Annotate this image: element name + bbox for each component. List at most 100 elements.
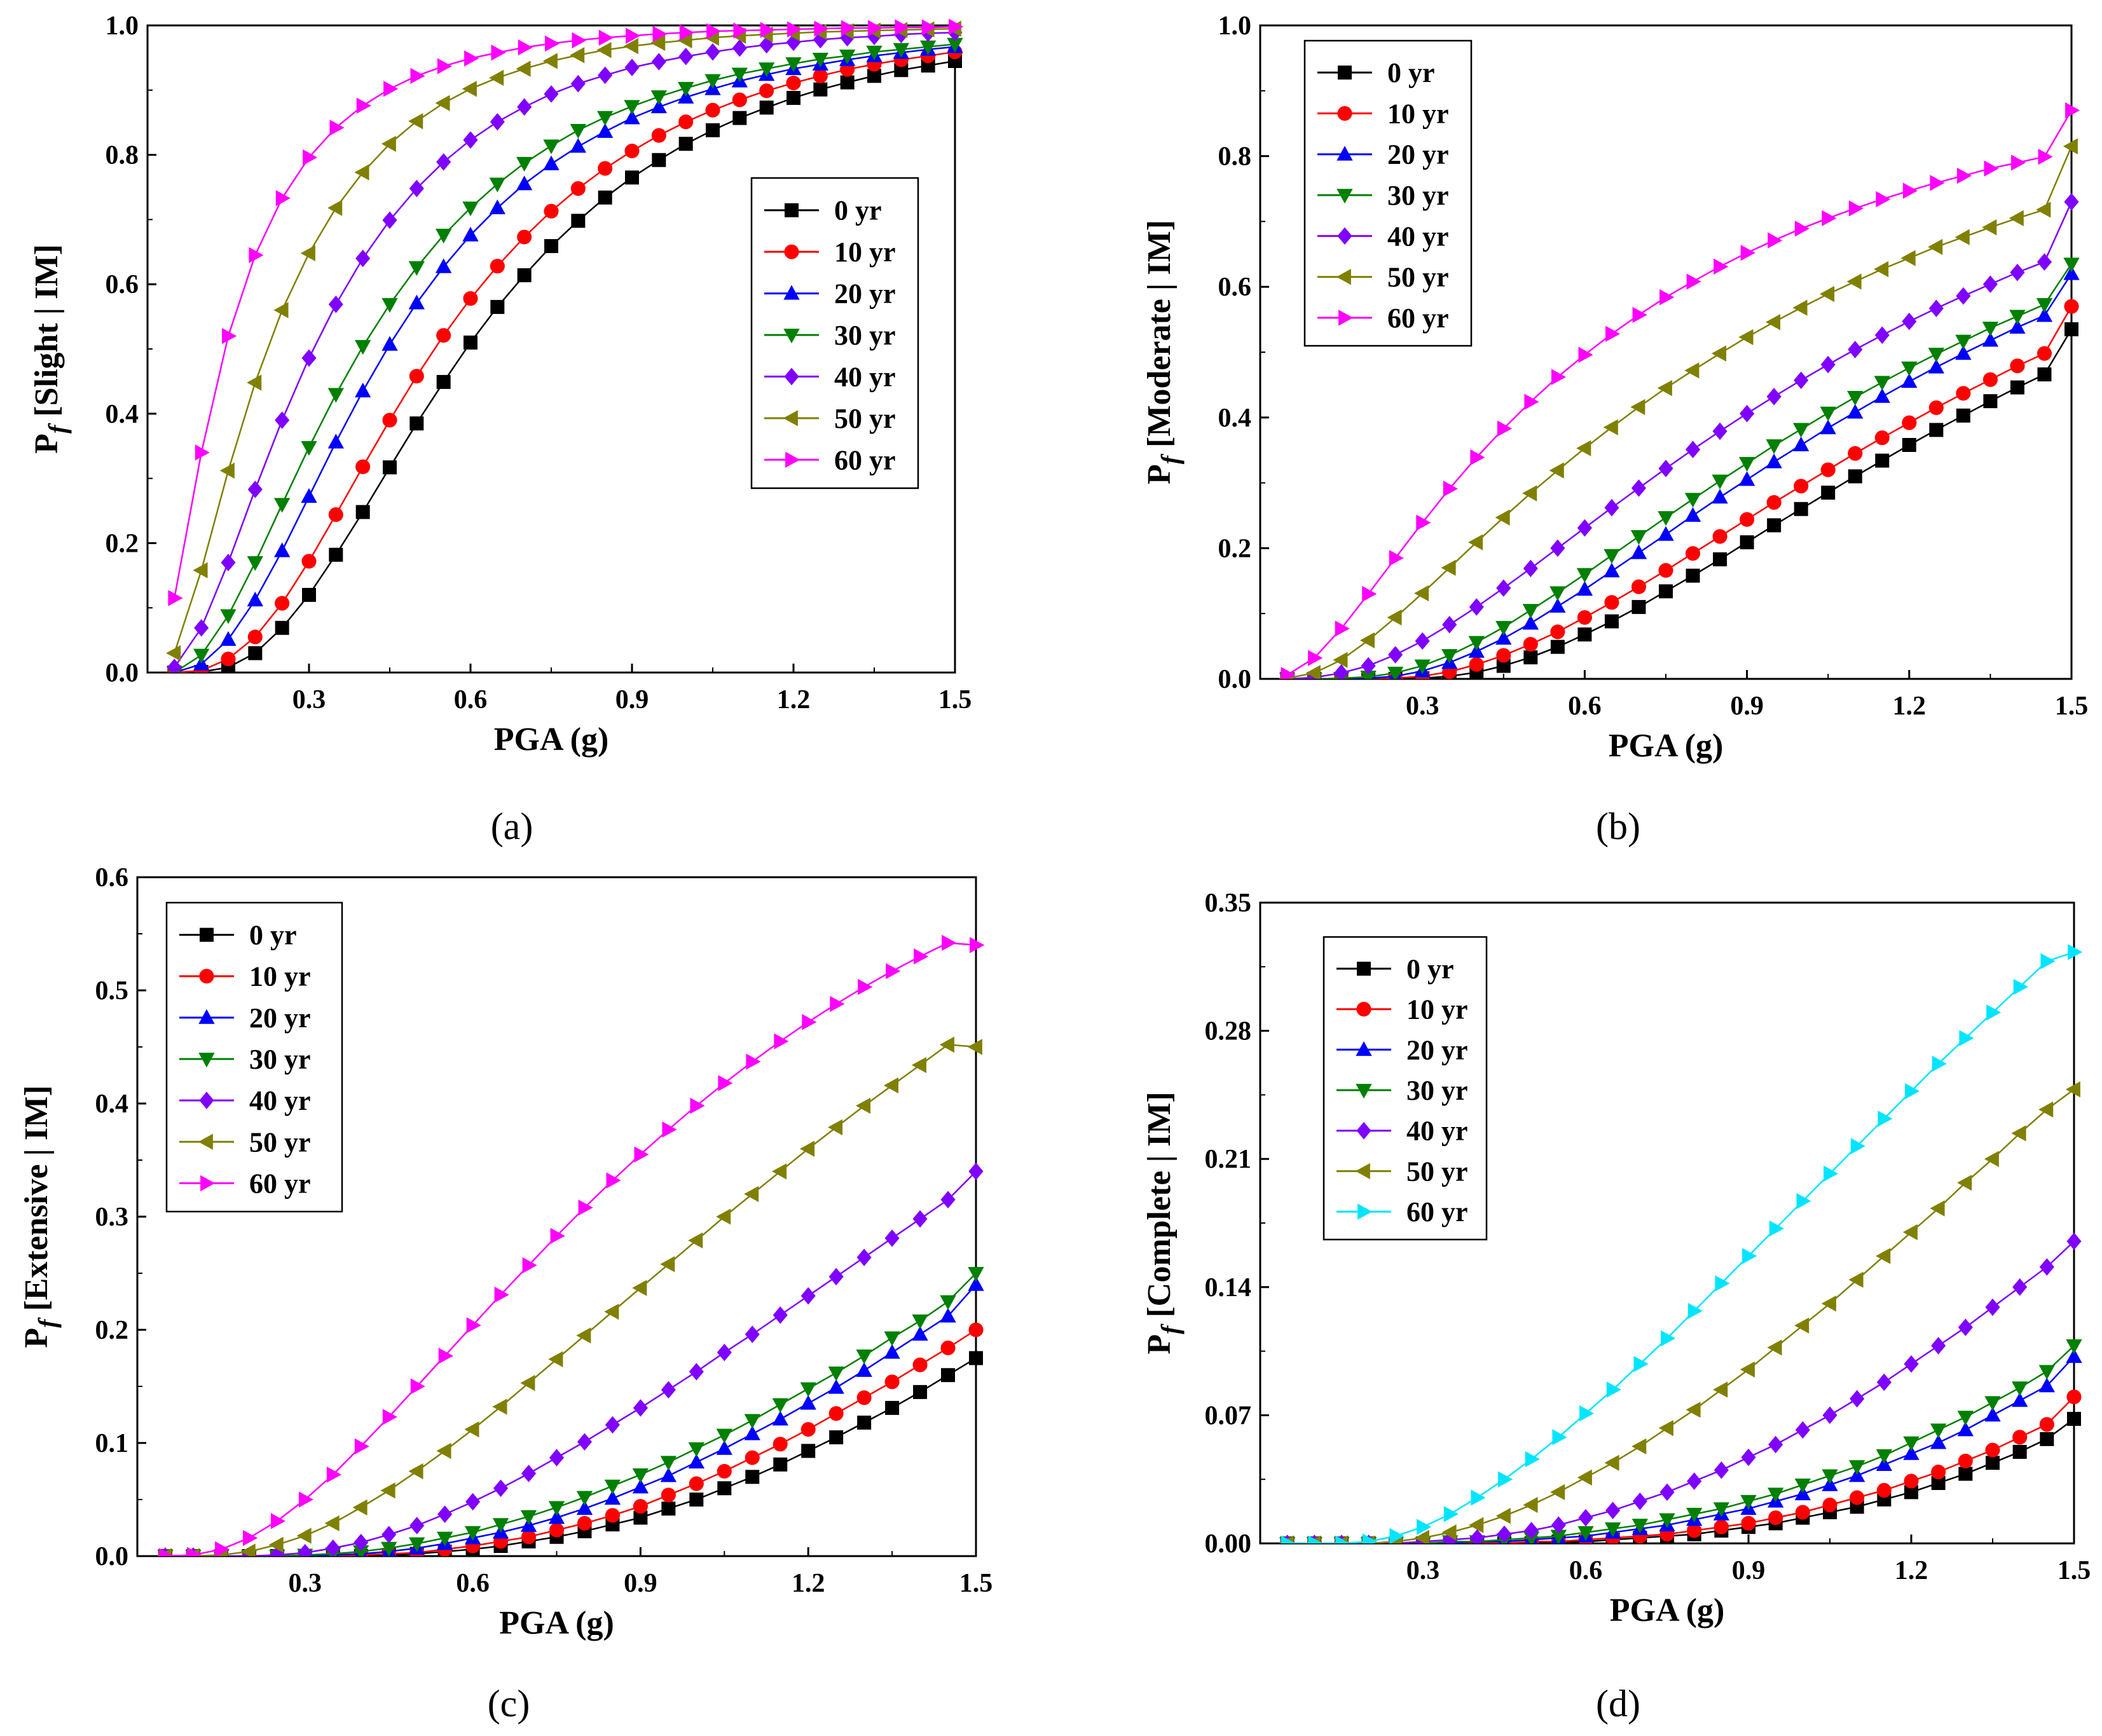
data-point bbox=[326, 1466, 341, 1483]
data-point bbox=[623, 38, 638, 55]
legend-marker bbox=[1336, 146, 1353, 161]
data-point bbox=[786, 76, 801, 91]
data-point bbox=[1685, 546, 1701, 561]
data-point bbox=[355, 249, 371, 268]
data-point bbox=[1281, 1535, 1296, 1543]
data-point bbox=[968, 1322, 984, 1337]
data-point bbox=[886, 963, 901, 980]
data-point bbox=[1389, 1528, 1405, 1543]
y-tick-label: 0.6 bbox=[1218, 273, 1252, 302]
data-point bbox=[1874, 326, 1890, 345]
y-tick-label: 0.6 bbox=[95, 863, 129, 892]
series-0-yr bbox=[158, 1351, 983, 1556]
data-point bbox=[437, 58, 452, 74]
data-point bbox=[1603, 419, 1618, 435]
data-point bbox=[522, 1257, 537, 1274]
data-point bbox=[2010, 263, 2025, 282]
data-point bbox=[516, 156, 533, 172]
data-point bbox=[1850, 1138, 1865, 1154]
data-point bbox=[408, 113, 423, 130]
data-point bbox=[1741, 1515, 1756, 1531]
data-point bbox=[1577, 610, 1592, 625]
data-point bbox=[1684, 493, 1701, 508]
x-tick-label: 0.3 bbox=[1406, 1556, 1440, 1585]
data-point bbox=[1632, 306, 1647, 324]
data-point bbox=[1820, 285, 1835, 303]
data-point bbox=[626, 27, 641, 44]
data-point bbox=[967, 1039, 982, 1055]
data-point bbox=[661, 1501, 676, 1516]
data-point bbox=[242, 1529, 258, 1547]
data-point bbox=[1930, 175, 1945, 191]
data-point bbox=[839, 49, 856, 65]
legend-marker bbox=[1356, 1121, 1371, 1140]
legend-label: 40 yr bbox=[834, 361, 896, 392]
data-point bbox=[409, 1537, 425, 1552]
legend-label: 20 yr bbox=[1406, 1034, 1468, 1065]
data-point bbox=[733, 22, 748, 39]
data-point bbox=[1794, 502, 1808, 516]
data-point bbox=[2036, 202, 2051, 218]
data-point bbox=[1305, 665, 1321, 679]
data-point bbox=[678, 114, 694, 130]
data-point bbox=[1848, 446, 1863, 461]
data-point bbox=[921, 19, 937, 36]
data-point bbox=[1443, 1531, 1458, 1543]
data-point bbox=[773, 1306, 788, 1324]
data-point bbox=[1820, 462, 1836, 477]
series-30-yr bbox=[1279, 1339, 2082, 1543]
data-point bbox=[381, 1526, 397, 1543]
legend-marker bbox=[784, 367, 799, 386]
data-point bbox=[1928, 238, 1943, 256]
data-point bbox=[1362, 585, 1377, 603]
data-point bbox=[356, 97, 371, 114]
y-tick-label: 0.14 bbox=[1205, 1273, 1252, 1302]
data-point bbox=[1876, 1482, 1892, 1498]
data-point bbox=[572, 32, 587, 49]
data-point bbox=[2064, 299, 2079, 314]
data-point bbox=[2038, 1101, 2054, 1118]
data-point bbox=[813, 68, 828, 83]
data-point bbox=[1792, 299, 1808, 316]
legend-label: 60 yr bbox=[1406, 1196, 1468, 1227]
data-point bbox=[1795, 1421, 1810, 1439]
data-point bbox=[1551, 1516, 1566, 1534]
data-point bbox=[1577, 627, 1592, 642]
data-point bbox=[1469, 1517, 1484, 1533]
data-point bbox=[1633, 1356, 1649, 1372]
data-point bbox=[660, 1467, 677, 1482]
legend-label: 0 yr bbox=[249, 920, 297, 951]
data-point bbox=[650, 99, 667, 114]
data-point bbox=[1984, 1396, 2001, 1411]
data-point bbox=[745, 1325, 760, 1343]
data-point bbox=[1958, 1318, 1973, 1336]
data-point bbox=[1847, 404, 1864, 419]
x-tick-label: 0.9 bbox=[615, 685, 649, 714]
data-point bbox=[2012, 1445, 2027, 1459]
data-point bbox=[597, 123, 614, 138]
data-point bbox=[1876, 1248, 1891, 1264]
data-point bbox=[1334, 664, 1349, 679]
data-point bbox=[744, 1425, 760, 1440]
data-point bbox=[1959, 1030, 1974, 1046]
series-40-yr bbox=[158, 1163, 984, 1556]
data-point bbox=[352, 1499, 368, 1516]
data-point bbox=[2012, 1381, 2028, 1397]
data-point bbox=[462, 202, 479, 217]
data-point bbox=[1713, 552, 1728, 566]
data-point bbox=[1738, 471, 1755, 486]
data-point bbox=[1498, 1471, 1513, 1487]
data-point bbox=[490, 113, 505, 131]
data-point bbox=[704, 74, 721, 89]
data-point bbox=[759, 83, 774, 99]
data-point bbox=[1905, 1083, 1920, 1100]
data-point bbox=[632, 1280, 647, 1296]
data-point bbox=[518, 39, 533, 56]
data-point bbox=[1712, 489, 1728, 504]
data-point bbox=[275, 190, 291, 207]
y-tick-label: 0.4 bbox=[1218, 404, 1252, 433]
legend-label: 40 yr bbox=[1387, 221, 1449, 252]
data-point bbox=[1495, 630, 1512, 645]
data-point bbox=[408, 1463, 423, 1480]
data-point bbox=[436, 153, 451, 171]
